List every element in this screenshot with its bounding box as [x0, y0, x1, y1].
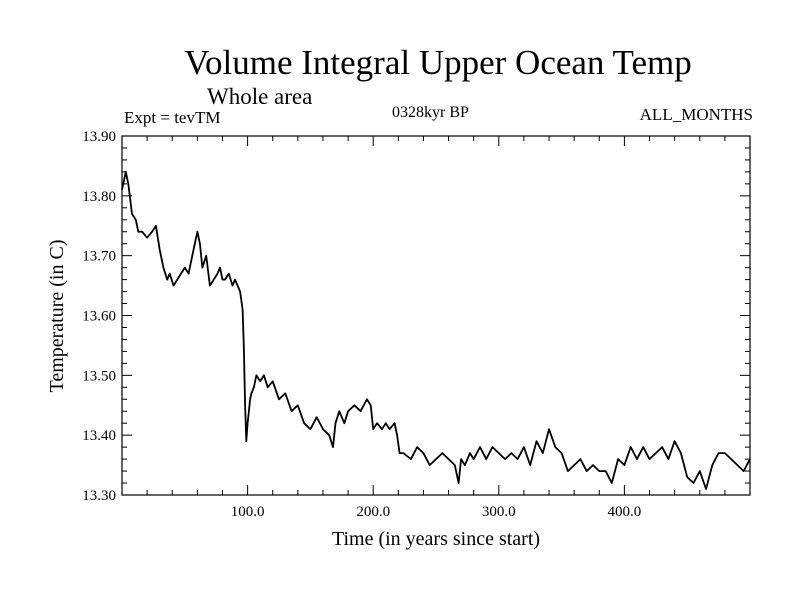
x-tick-label: 400.0: [608, 504, 642, 520]
temperature-series-line: [121, 171, 751, 490]
x-tick-label: 200.0: [356, 504, 390, 520]
y-tick-label: 13.90: [82, 129, 116, 145]
y-tick-label: 13.70: [82, 249, 116, 265]
x-tick-label: 300.0: [482, 504, 516, 520]
experiment-label: Expt = tevTM: [124, 108, 221, 127]
y-tick-label: 13.80: [82, 189, 116, 205]
months-label: ALL_MONTHS: [639, 105, 753, 124]
y-tick-label: 13.40: [82, 428, 116, 444]
chart-title: Volume Integral Upper Ocean Temp: [184, 43, 692, 82]
plot-frame: [121, 135, 751, 496]
y-tick-label: 13.50: [82, 368, 116, 384]
x-tick-label: 100.0: [231, 504, 265, 520]
y-tick-label: 13.60: [82, 309, 116, 325]
tick-marks: [122, 136, 750, 495]
chart-subtitle: Whole area: [207, 84, 313, 109]
x-tick-labels: 100.0 200.0 300.0 400.0: [231, 504, 642, 520]
y-tick-labels: 13.30 13.40 13.50 13.60 13.70 13.80 13.90: [82, 129, 116, 504]
period-label: 0328kyr BP: [392, 104, 469, 121]
y-axis-label: Temperature (in C): [46, 240, 68, 393]
y-tick-label: 13.30: [82, 488, 116, 504]
x-axis-label: Time (in years since start): [332, 528, 540, 550]
